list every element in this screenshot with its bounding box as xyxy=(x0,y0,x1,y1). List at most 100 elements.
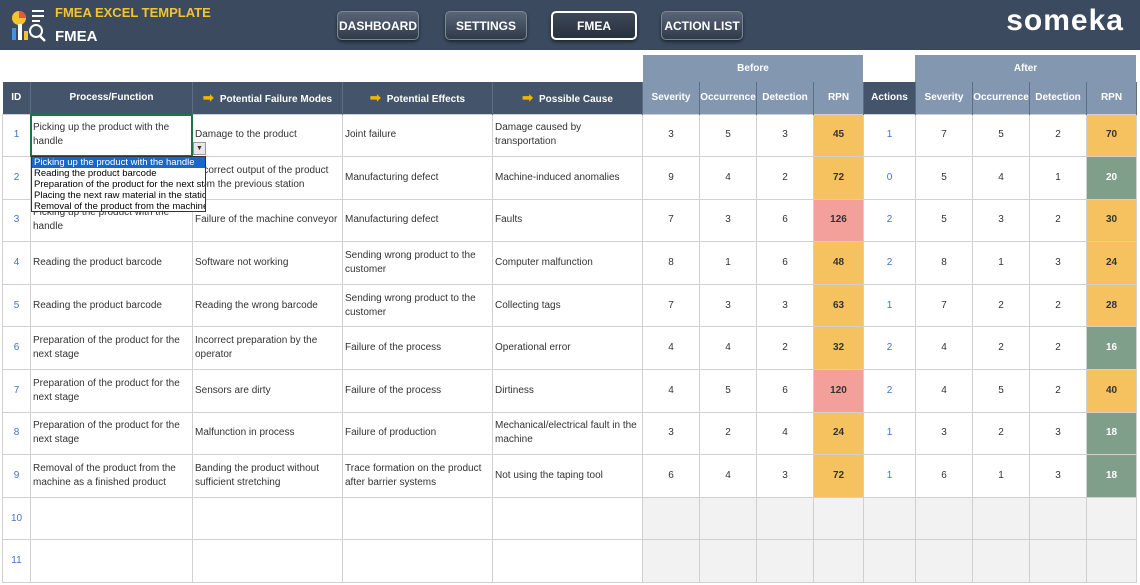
occurrence-cell[interactable]: 4 xyxy=(699,454,757,498)
occurrence-cell[interactable]: 5 xyxy=(699,369,757,413)
failure-mode-cell[interactable]: Software not working xyxy=(192,241,343,285)
severity-cell[interactable]: 4 xyxy=(642,326,700,371)
process-cell[interactable]: Preparation of the product for the next … xyxy=(30,411,193,456)
severity-after-cell[interactable]: 3 xyxy=(915,411,973,456)
occurrence-cell[interactable] xyxy=(699,496,757,541)
actions-cell[interactable]: 1 xyxy=(863,454,916,498)
failure-mode-cell[interactable] xyxy=(192,496,343,541)
detection-cell[interactable]: 3 xyxy=(756,113,814,158)
rpn-cell[interactable]: 63 xyxy=(813,283,864,328)
dropdown-option[interactable]: Placing the next raw material in the sta… xyxy=(34,190,206,201)
occurrence-after-cell[interactable]: 5 xyxy=(972,113,1030,158)
settings-button[interactable]: SETTINGS xyxy=(445,11,527,40)
rpn-cell[interactable]: 126 xyxy=(813,198,864,243)
severity-cell[interactable]: 7 xyxy=(642,198,700,243)
detection-after-cell[interactable]: 3 xyxy=(1029,241,1087,285)
effects-cell[interactable]: Sending wrong product to the customer xyxy=(342,241,493,285)
rpn-after-cell[interactable]: 70 xyxy=(1086,113,1137,158)
actions-cell[interactable]: 2 xyxy=(863,241,916,285)
effects-cell[interactable]: Trace formation on the product after bar… xyxy=(342,454,493,498)
detection-cell[interactable]: 3 xyxy=(756,283,814,328)
effects-cell[interactable] xyxy=(342,539,493,584)
severity-after-cell[interactable]: 5 xyxy=(915,156,973,200)
rpn-after-cell[interactable]: 40 xyxy=(1086,369,1137,413)
actions-cell[interactable]: 1 xyxy=(863,411,916,456)
effects-cell[interactable]: Manufacturing defect xyxy=(342,198,493,243)
actions-cell[interactable]: 0 xyxy=(863,156,916,200)
severity-cell[interactable] xyxy=(642,539,700,584)
occurrence-cell[interactable]: 4 xyxy=(699,326,757,371)
effects-cell[interactable]: Manufacturing defect xyxy=(342,156,493,200)
cause-cell[interactable] xyxy=(492,496,643,541)
detection-after-cell[interactable]: 3 xyxy=(1029,411,1087,456)
rpn-cell[interactable]: 72 xyxy=(813,156,864,200)
process-cell[interactable]: Preparation of the product for the next … xyxy=(30,369,193,413)
occurrence-after-cell[interactable]: 2 xyxy=(972,326,1030,371)
rpn-cell[interactable]: 32 xyxy=(813,326,864,371)
actions-cell[interactable]: 1 xyxy=(863,283,916,328)
effects-cell[interactable]: Failure of the process xyxy=(342,326,493,371)
fmea-button[interactable]: FMEA xyxy=(551,11,637,40)
detection-after-cell[interactable]: 2 xyxy=(1029,326,1087,371)
failure-mode-cell[interactable]: Banding the product without sufficient s… xyxy=(192,454,343,498)
dropdown-option[interactable]: Preparation of the product for the next … xyxy=(34,179,206,190)
detection-after-cell[interactable]: 1 xyxy=(1029,156,1087,200)
detection-cell[interactable]: 6 xyxy=(756,241,814,285)
effects-cell[interactable]: Failure of the process xyxy=(342,369,493,413)
failure-mode-cell[interactable]: Malfunction in process xyxy=(192,411,343,456)
detection-cell[interactable]: 2 xyxy=(756,326,814,371)
cause-cell[interactable]: Faults xyxy=(492,198,643,243)
dropdown-option[interactable]: Reading the product barcode xyxy=(34,168,157,179)
severity-cell[interactable]: 8 xyxy=(642,241,700,285)
detection-cell[interactable] xyxy=(756,496,814,541)
rpn-after-cell[interactable]: 20 xyxy=(1086,156,1137,200)
rpn-after-cell[interactable]: 18 xyxy=(1086,454,1137,498)
detection-cell[interactable]: 3 xyxy=(756,454,814,498)
process-cell[interactable]: Picking up the product with the handle xyxy=(30,113,193,158)
rpn-cell[interactable] xyxy=(813,496,864,541)
severity-after-cell[interactable]: 4 xyxy=(915,326,973,371)
effects-cell[interactable] xyxy=(342,496,493,541)
occurrence-cell[interactable] xyxy=(699,539,757,584)
severity-after-cell[interactable]: 5 xyxy=(915,198,973,243)
occurrence-cell[interactable]: 4 xyxy=(699,156,757,200)
failure-mode-cell[interactable]: Sensors are dirty xyxy=(192,369,343,413)
detection-cell[interactable] xyxy=(756,539,814,584)
cause-cell[interactable]: Mechanical/electrical fault in the machi… xyxy=(492,411,643,456)
rpn-cell[interactable]: 24 xyxy=(813,411,864,456)
process-cell[interactable]: Reading the product barcode xyxy=(30,241,193,285)
detection-after-cell[interactable] xyxy=(1029,496,1087,541)
occurrence-after-cell[interactable]: 5 xyxy=(972,369,1030,413)
detection-cell[interactable]: 6 xyxy=(756,198,814,243)
severity-after-cell[interactable]: 8 xyxy=(915,241,973,285)
severity-after-cell[interactable]: 6 xyxy=(915,454,973,498)
occurrence-cell[interactable]: 2 xyxy=(699,411,757,456)
rpn-cell[interactable] xyxy=(813,539,864,584)
rpn-after-cell[interactable]: 18 xyxy=(1086,411,1137,456)
effects-cell[interactable]: Failure of production xyxy=(342,411,493,456)
detection-after-cell[interactable]: 2 xyxy=(1029,283,1087,328)
process-cell[interactable]: Reading the product barcode xyxy=(30,283,193,328)
cause-cell[interactable]: Operational error xyxy=(492,326,643,371)
rpn-after-cell[interactable] xyxy=(1086,539,1137,584)
failure-mode-cell[interactable]: Incorrect output of the product from the… xyxy=(192,156,343,200)
occurrence-after-cell[interactable]: 1 xyxy=(972,241,1030,285)
actions-cell[interactable]: 1 xyxy=(863,113,916,158)
dropdown-option[interactable]: Picking up the product with the handle xyxy=(32,157,205,168)
process-dropdown-list[interactable]: Picking up the product with the handle R… xyxy=(31,156,206,212)
actions-cell[interactable] xyxy=(863,539,916,584)
process-cell[interactable] xyxy=(30,496,193,541)
detection-after-cell[interactable]: 3 xyxy=(1029,454,1087,498)
action-list-button[interactable]: ACTION LIST xyxy=(661,11,743,40)
severity-cell[interactable] xyxy=(642,496,700,541)
failure-mode-cell[interactable] xyxy=(192,539,343,584)
process-cell[interactable]: Preparation of the product for the next … xyxy=(30,326,193,371)
cause-cell[interactable]: Damage caused by transportation xyxy=(492,113,643,158)
occurrence-after-cell[interactable]: 2 xyxy=(972,411,1030,456)
failure-mode-cell[interactable]: Damage to the product xyxy=(192,113,343,158)
occurrence-after-cell[interactable]: 4 xyxy=(972,156,1030,200)
rpn-after-cell[interactable] xyxy=(1086,496,1137,541)
rpn-cell[interactable]: 48 xyxy=(813,241,864,285)
occurrence-cell[interactable]: 1 xyxy=(699,241,757,285)
rpn-after-cell[interactable]: 16 xyxy=(1086,326,1137,371)
